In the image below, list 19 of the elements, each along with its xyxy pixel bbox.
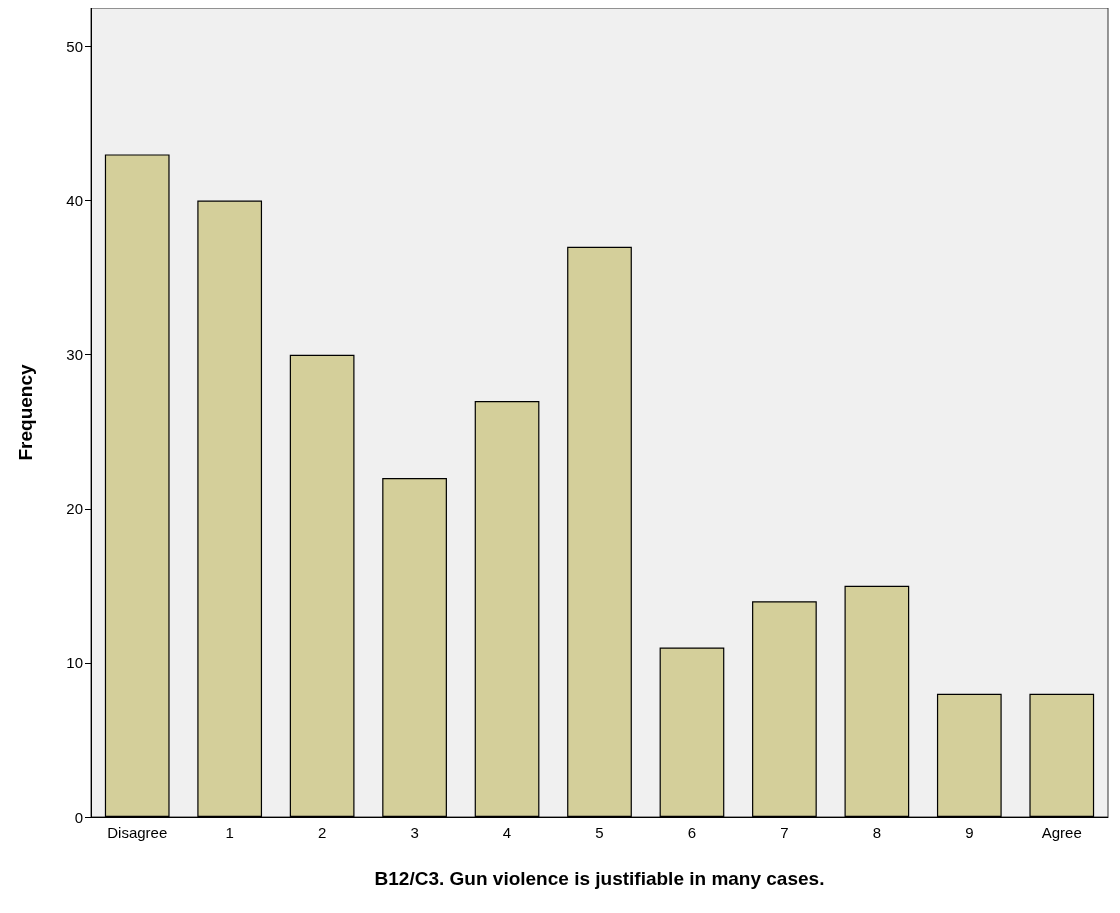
y-tick-label: 0 — [74, 808, 83, 826]
x-tick-label: 9 — [965, 824, 974, 841]
y-axis-title: Frequency — [15, 364, 36, 461]
y-tick-label: 30 — [66, 346, 83, 364]
x-tick-label: 3 — [410, 824, 419, 841]
x-tick-label: 2 — [317, 824, 327, 841]
x-axis-title: B12/C3. Gun violence is justifiable in many cases. — [374, 868, 825, 889]
x-tick-label: 4 — [502, 824, 512, 841]
y-tick-label: 40 — [66, 192, 83, 210]
x-tick-label: Agree — [1041, 824, 1082, 841]
x-tick-label: 5 — [595, 824, 604, 841]
x-tick-label: 7 — [780, 824, 789, 841]
x-tick-label: 1 — [225, 824, 234, 841]
y-tick-label: 20 — [66, 500, 83, 518]
y-tick-label: 50 — [66, 38, 83, 56]
y-tick-label: 10 — [66, 654, 83, 672]
x-tick-label: 8 — [872, 824, 882, 841]
x-tick-label: 6 — [687, 824, 697, 841]
x-tick-label: Disagree — [107, 824, 168, 841]
